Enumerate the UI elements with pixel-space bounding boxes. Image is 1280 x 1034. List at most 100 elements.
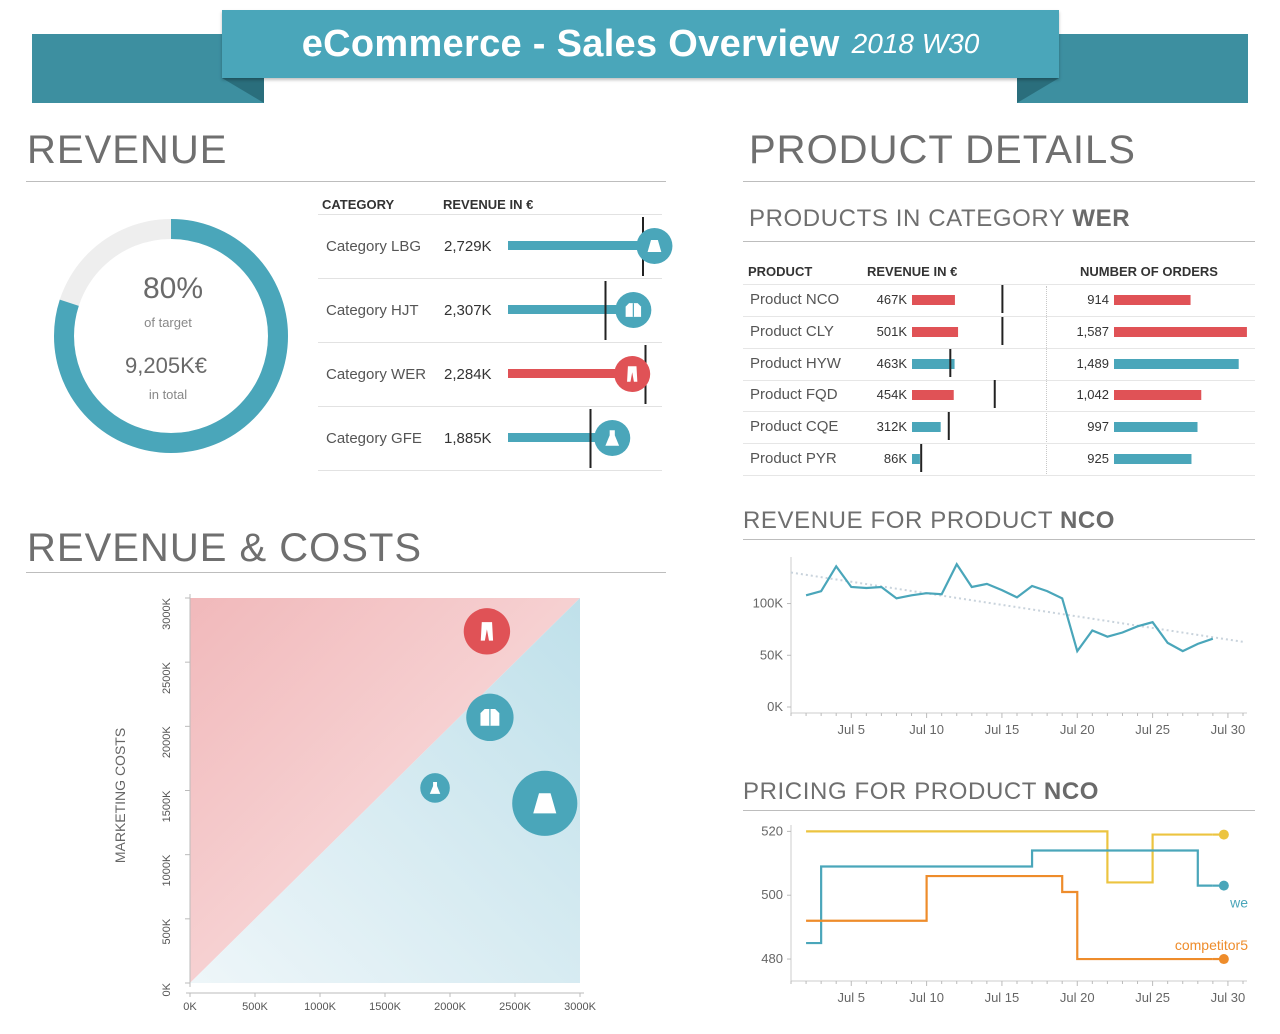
product-column-header: PRODUCT — [748, 264, 813, 279]
scatter-y-label: MARKETING COSTS — [112, 728, 128, 863]
product-orders: 914 — [1087, 292, 1109, 307]
x-tick-label: Jul 25 — [1135, 722, 1170, 737]
target-donut — [54, 219, 288, 453]
product-details-divider — [743, 181, 1255, 182]
product-bars — [912, 444, 1192, 472]
product-table-separator — [1046, 286, 1047, 476]
dashboard-period: 2018 W30 — [851, 28, 980, 59]
scatter-y-tick: 1500K — [161, 790, 173, 822]
dress-icon — [594, 420, 631, 456]
product-revenue-bar — [912, 358, 955, 369]
donut-progress-arc — [54, 219, 288, 453]
revenue-column-header: REVENUE IN € — [443, 197, 534, 212]
y-tick-label: 100K — [753, 596, 784, 611]
revenue-total-label: in total — [148, 387, 188, 402]
product-revenue-bar — [912, 390, 954, 401]
scatter-y-tick: 0K — [161, 982, 173, 996]
product-orders-bar — [1114, 454, 1192, 464]
category-bar — [508, 241, 645, 250]
product-revenue-bar — [912, 295, 955, 305]
product-orders: 1,587 — [1076, 323, 1109, 339]
products-category-label: PRODUCTS IN CATEGORY — [749, 205, 1066, 232]
product-row: Product CLY 501K 1,587 — [743, 316, 1255, 349]
revenue-trend-line — [790, 571, 1244, 643]
revenue-product-divider — [743, 539, 1255, 540]
revenue-product-code: NCO — [1059, 507, 1116, 534]
category-name: Category LBG — [326, 238, 422, 255]
revenue-product-label: REVENUE FOR PRODUCT — [743, 507, 1053, 534]
product-orders-bar — [1114, 326, 1247, 337]
pricing-product-divider — [743, 810, 1255, 811]
product-revenue: 463K — [876, 355, 907, 371]
x-tick-label: Jul 10 — [909, 990, 944, 1005]
category-revenue: 2,729K — [444, 238, 492, 255]
product-orders: 1,042 — [1076, 387, 1109, 403]
product-orders: 925 — [1087, 451, 1109, 466]
revenue-series-line — [805, 562, 1214, 654]
product-table-top-line — [743, 284, 1255, 285]
product-name: Product FQD — [750, 386, 838, 404]
product-row: Product CQE 312K 997 — [743, 412, 1255, 445]
category-bullet-bar — [508, 281, 652, 340]
category-row: Category LBG 2,729K — [318, 215, 673, 279]
product-orders-bar — [1114, 422, 1198, 433]
products-category-divider — [743, 241, 1255, 242]
y-tick-label: 0K — [767, 699, 783, 714]
product-name: Product NCO — [750, 291, 840, 308]
x-tick-label: Jul 30 — [1211, 990, 1246, 1005]
product-name: Product CLY — [750, 322, 834, 340]
target-percent: 80% — [142, 272, 204, 305]
target-percent-label: of target — [144, 315, 192, 330]
y-tick-label: 500 — [761, 887, 783, 902]
scatter-x-tick: 500K — [242, 1001, 268, 1013]
revenue-divider — [26, 181, 666, 182]
category-bullet-bar — [508, 217, 673, 276]
category-bar — [508, 433, 603, 442]
revenue-total: 9,205K€ — [125, 353, 207, 378]
scatter-x-tick: 1000K — [304, 1001, 336, 1013]
x-tick-label: Jul 10 — [909, 722, 944, 737]
product-revenue: 501K — [876, 323, 907, 339]
category-bullet-bar — [508, 345, 651, 404]
product-orders-bar — [1114, 358, 1239, 369]
revenue-product-title: REVENUE FOR PRODUCT NCO — [743, 507, 1115, 535]
pricing-product-code: NCO — [1043, 778, 1100, 805]
product-row: Product HYW 463K 1,489 — [743, 348, 1255, 381]
price-series-we — [806, 849, 1213, 945]
scatter-point — [463, 608, 511, 655]
products-category-title: PRODUCTS IN CATEGORY WER — [749, 205, 1130, 233]
product-bars — [912, 285, 1191, 313]
scatter-x-tick: 2000K — [434, 1001, 466, 1013]
category-row: Category WER 2,284K — [318, 343, 662, 407]
category-name: Category GFE — [326, 430, 422, 447]
banner-left-fold — [222, 78, 264, 103]
product-revenue-bar — [912, 422, 941, 433]
dress-icon — [420, 773, 450, 803]
product-bars — [912, 316, 1247, 345]
scatter-x-tick: 2500K — [499, 1001, 531, 1013]
product-revenue: 467K — [876, 292, 907, 307]
x-tick-label: Jul 5 — [838, 990, 865, 1005]
category-bullet-bar — [508, 409, 631, 468]
product-orders: 997 — [1087, 419, 1109, 435]
x-tick-label: Jul 15 — [985, 990, 1020, 1005]
pants-icon — [463, 608, 511, 655]
revenue-costs-scatter: 0K 500K 1000K 1500K 2000K 2500K 3000K 0K 500K 100… — [112, 594, 597, 1013]
scatter-x-tick: 1500K — [369, 1001, 401, 1013]
banner-right-fold — [1017, 78, 1059, 103]
scatter-x-tick: 0K — [183, 1001, 197, 1013]
scatter-y-tick: 3000K — [161, 597, 173, 629]
pricing-product-title: PRICING FOR PRODUCT NCO — [743, 778, 1099, 806]
product-details-title: PRODUCT DETAILS — [749, 128, 1136, 172]
skirt-icon — [636, 228, 673, 264]
product-orders-bar — [1114, 295, 1191, 305]
dashboard-title: eCommerce - Sales Overview — [301, 22, 840, 65]
category-revenue: 2,284K — [444, 366, 492, 383]
scatter-x-tick: 3000K — [564, 1001, 596, 1013]
scatter-y-tick: 2500K — [161, 662, 173, 694]
x-tick-label: Jul 30 — [1211, 722, 1246, 737]
costs-section-title: REVENUE & COSTS — [27, 526, 423, 570]
scatter-y-tick: 500K — [161, 918, 173, 944]
price-series-label: competitor5 — [1175, 937, 1248, 953]
products-category-code: WER — [1072, 205, 1131, 232]
